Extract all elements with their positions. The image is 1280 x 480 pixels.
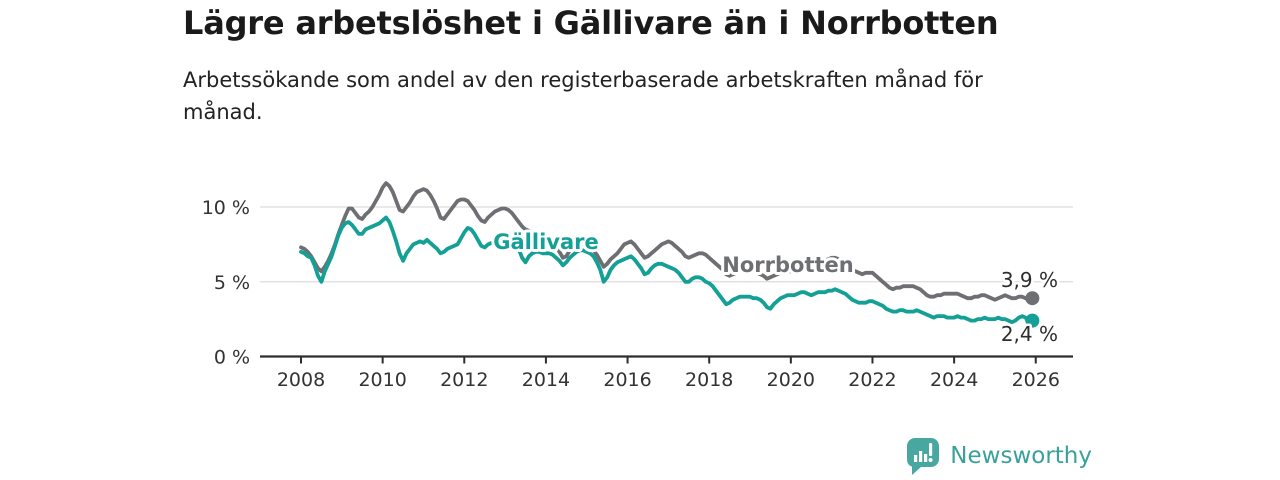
x-tick-label-2020: 2020 [767, 369, 815, 391]
series-label-norrbotten: Norrbotten [722, 253, 853, 277]
x-tick-label-2008: 2008 [277, 369, 325, 391]
newsworthy-brand-name: Newsworthy [950, 443, 1092, 469]
y-tick-label-5: 5 % [214, 272, 250, 294]
series-end-value-norrbotten: 3,9 % [1001, 268, 1058, 292]
series-end-dot-norrbotten [1025, 291, 1040, 306]
series-line-gallivare [299, 215, 1035, 326]
chart-subtitle: Arbetssökande som andel av den registerb… [183, 68, 983, 124]
bar-chart-pin-icon [907, 438, 940, 475]
y-tick-label-10: 10 % [202, 197, 250, 219]
chart-title: Lägre arbetslöshet i Gällivare än i Norr… [183, 4, 999, 42]
newsworthy-logo[interactable]: Newsworthy [906, 437, 1092, 475]
x-tick-label-2012: 2012 [440, 369, 488, 391]
x-tick-label-2010: 2010 [358, 369, 406, 391]
x-tick-label-2022: 2022 [848, 369, 896, 391]
x-tick-label-2026: 2026 [1012, 369, 1060, 391]
series-label-gallivare: Gällivare [493, 230, 598, 254]
x-tick-label-2018: 2018 [685, 369, 733, 391]
series-end-value-gallivare: 2,4 % [1001, 322, 1058, 346]
x-tick-label-2014: 2014 [522, 369, 570, 391]
y-tick-label-0: 0 % [214, 347, 250, 369]
series-line-norrbotten [299, 181, 1035, 302]
series-end-dot-gallivare [1025, 313, 1040, 328]
x-tick-label-2016: 2016 [603, 369, 651, 391]
x-tick-label-2024: 2024 [930, 369, 978, 391]
